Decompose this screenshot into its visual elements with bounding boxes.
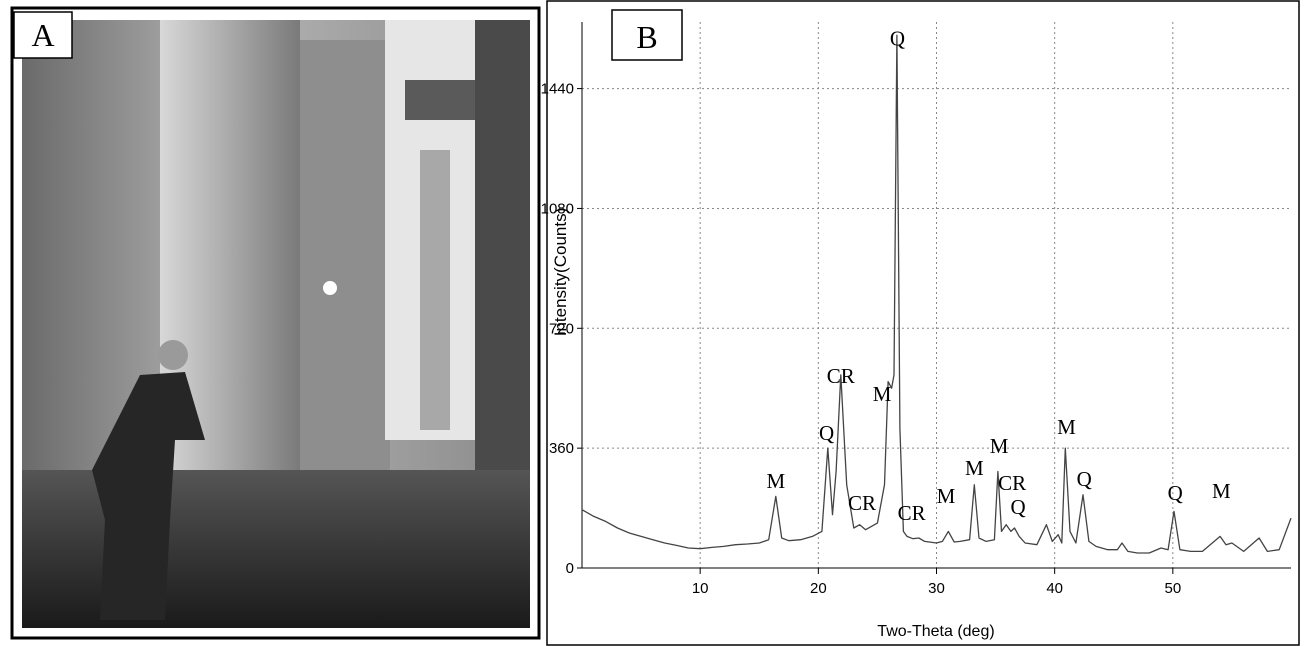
x-axis-label: Two-Theta (deg) — [877, 623, 994, 640]
y-tick-label: 720 — [549, 320, 574, 337]
peak-label: CR — [998, 471, 1026, 495]
peak-label: Q — [1010, 495, 1025, 519]
x-tick-label: 50 — [1164, 580, 1181, 597]
y-axis-label: Intensity(Counts) — [551, 208, 570, 337]
photo-light — [323, 281, 337, 295]
photo-person-head — [158, 340, 188, 370]
peak-label: M — [1212, 479, 1231, 503]
photo-beam — [405, 80, 480, 120]
peak-label: M — [990, 434, 1009, 458]
peak-label: Q — [890, 27, 905, 51]
panel-label-box — [611, 9, 683, 61]
y-tick-label: 1080 — [541, 200, 574, 217]
y-tick-label: 0 — [566, 560, 574, 577]
photo-column — [300, 40, 390, 470]
peak-label: M — [937, 484, 956, 508]
spectrum-line — [581, 34, 1292, 554]
peak-label: CR — [898, 501, 926, 525]
x-tick-label: 10 — [692, 580, 709, 597]
peak-label: Q — [1168, 481, 1183, 505]
peak-label: Q — [1077, 467, 1092, 491]
panel-label-box — [13, 11, 73, 59]
peak-label: Q — [819, 421, 834, 445]
peak-label: CR — [848, 491, 876, 515]
peak-label: M — [873, 382, 892, 406]
panel-frame — [546, 0, 1300, 646]
panel-label: A — [31, 17, 54, 53]
peak-label: M — [1057, 415, 1076, 439]
peak-label: CR — [827, 364, 855, 388]
y-tick-label: 1440 — [541, 81, 574, 98]
y-tick-label: 360 — [549, 440, 574, 457]
peak-label: M — [965, 456, 984, 480]
photo-pillar — [420, 150, 450, 430]
panel-label: B — [636, 19, 657, 55]
x-tick-label: 30 — [928, 580, 945, 597]
x-tick-label: 20 — [810, 580, 827, 597]
panel-a: A — [10, 6, 541, 640]
x-tick-label: 40 — [1046, 580, 1063, 597]
photo-person — [92, 372, 205, 620]
peak-label: M — [766, 469, 785, 493]
